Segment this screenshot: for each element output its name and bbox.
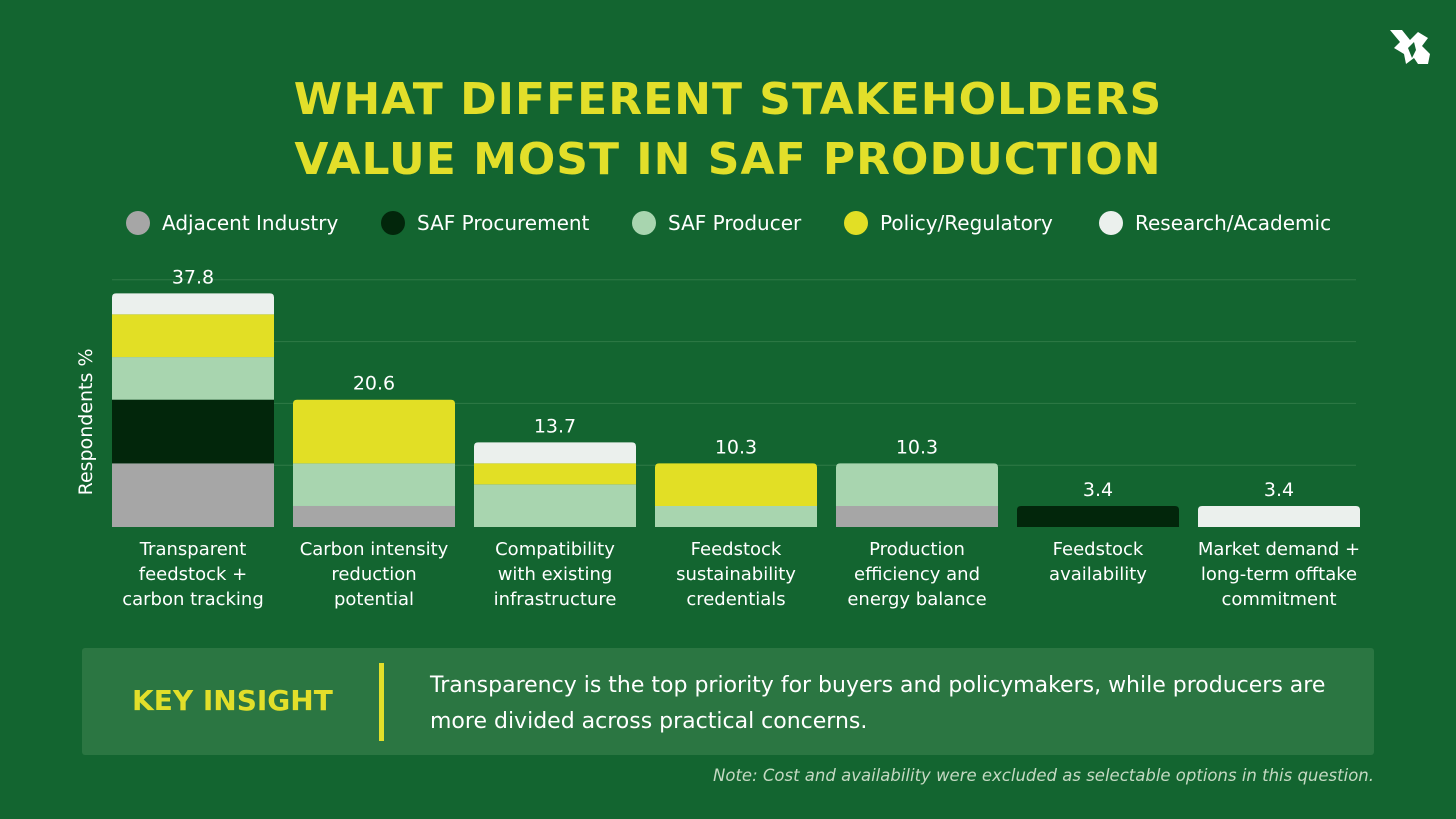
bar-total-label: 3.4: [1264, 479, 1294, 501]
legend-label: SAF Procurement: [417, 211, 590, 235]
bar-segment: [293, 505, 455, 527]
chart-title: WHAT DIFFERENT STAKEHOLDERS VALUE MOST I…: [0, 70, 1456, 190]
x-tick-label-line: Transparent: [139, 539, 247, 560]
x-tick-label-line: feedstock +: [139, 564, 247, 585]
x-tick-label-line: long-term offtake: [1201, 564, 1357, 585]
bar-segment: [112, 399, 274, 464]
x-tick-label: Feedstock sustainability credentials: [676, 539, 796, 610]
x-tick-label-line: availability: [1049, 564, 1147, 585]
y-axis-label: Respondents %: [75, 348, 97, 495]
title-line-2: VALUE MOST IN SAF PRODUCTION: [294, 134, 1162, 185]
legend-swatch: [381, 211, 405, 235]
x-tick-label: Carbon intensity reduction potential: [300, 539, 449, 610]
x-tick-label-line: carbon tracking: [122, 589, 264, 610]
legend-swatch: [126, 211, 150, 235]
x-tick-label-line: with existing: [498, 564, 613, 585]
footnote: Note: Cost and availability were exclude…: [713, 766, 1374, 785]
legend-swatch: [632, 211, 656, 235]
legend-item-research-academic: Research/Academic: [1099, 208, 1331, 238]
bar-segment: [112, 357, 274, 400]
x-tick-label-line: commitment: [1221, 589, 1336, 610]
chart-legend: Adjacent Industry SAF Procurement SAF Pr…: [0, 208, 1456, 238]
title-line-1: WHAT DIFFERENT STAKEHOLDERS: [293, 74, 1163, 125]
bar-segment: [293, 463, 455, 506]
legend-label: Adjacent Industry: [162, 211, 339, 235]
bar-total-label: 13.7: [534, 415, 576, 437]
bar-total-label: 10.3: [896, 436, 938, 458]
x-tick-label-line: energy balance: [847, 589, 986, 610]
insight-heading: KEY INSIGHT: [132, 684, 333, 717]
bar-segment: [474, 442, 636, 464]
bar-segment: [112, 293, 274, 315]
legend-swatch: [844, 211, 868, 235]
x-tick-label-line: reduction: [331, 564, 416, 585]
bar-segment: [474, 484, 636, 527]
legend-item-adjacent-industry: Adjacent Industry: [126, 208, 338, 238]
x-tick-label: Feedstock availability: [1049, 539, 1147, 585]
bar-total-label: 20.6: [353, 373, 395, 395]
bar-segment: [655, 505, 817, 527]
legend-item-saf-procurement: SAF Procurement: [381, 208, 589, 238]
bar-segment: [112, 463, 274, 527]
bar-segment: [836, 463, 998, 506]
bar-segment: [112, 314, 274, 358]
bar-segment: [293, 399, 455, 464]
x-tick-label-line: credentials: [686, 589, 785, 610]
x-tick-label-line: Feedstock: [1053, 539, 1144, 560]
x-tick-label: Compatibility with existing infrastructure: [494, 539, 617, 610]
bar-total-label: 3.4: [1083, 479, 1113, 501]
x-tick-label-line: Market demand +: [1198, 539, 1360, 560]
x-tick-label-line: Compatibility: [495, 539, 615, 560]
legend-swatch: [1099, 211, 1123, 235]
x-tick-label-line: Production: [869, 539, 965, 560]
legend-label: SAF Producer: [668, 211, 802, 235]
x-tick-label-line: efficiency and: [854, 564, 980, 585]
x-tick-label-line: Carbon intensity: [300, 539, 449, 560]
bar-segment: [655, 463, 817, 506]
insight-divider: [379, 663, 384, 741]
x-tick-label-line: potential: [334, 589, 414, 610]
bar-total-label: 10.3: [715, 436, 757, 458]
bar-segment: [1017, 505, 1179, 527]
x-tick-label-line: Feedstock: [691, 539, 782, 560]
legend-item-saf-producer: SAF Producer: [632, 208, 801, 238]
insight-text: Transparency is the top priority for buy…: [430, 673, 1326, 734]
x-tick-label: Transparent feedstock + carbon tracking: [122, 539, 264, 610]
bar-segment: [1198, 505, 1360, 527]
bar-segment: [474, 463, 636, 485]
stacked-bar-chart: Respondents % 37.8 Transparent feedstock + c…: [75, 266, 1360, 610]
x-tick-label-line: infrastructure: [494, 589, 617, 610]
legend-item-policy-regulatory: Policy/Regulatory: [844, 208, 1053, 238]
bar-segment: [836, 505, 998, 527]
legend-label: Research/Academic: [1135, 211, 1332, 235]
key-insight-panel: KEY INSIGHT Transparency is the top prio…: [82, 648, 1374, 755]
x-tick-label: Production efficiency and energy balance: [847, 539, 986, 610]
airplane-leaf-icon: [1390, 30, 1430, 64]
x-tick-label-line: sustainability: [676, 564, 796, 585]
x-tick-label: Market demand + long-term offtake commitme…: [1198, 539, 1360, 610]
bar-total-label: 37.8: [172, 266, 214, 288]
legend-label: Policy/Regulatory: [880, 211, 1053, 235]
